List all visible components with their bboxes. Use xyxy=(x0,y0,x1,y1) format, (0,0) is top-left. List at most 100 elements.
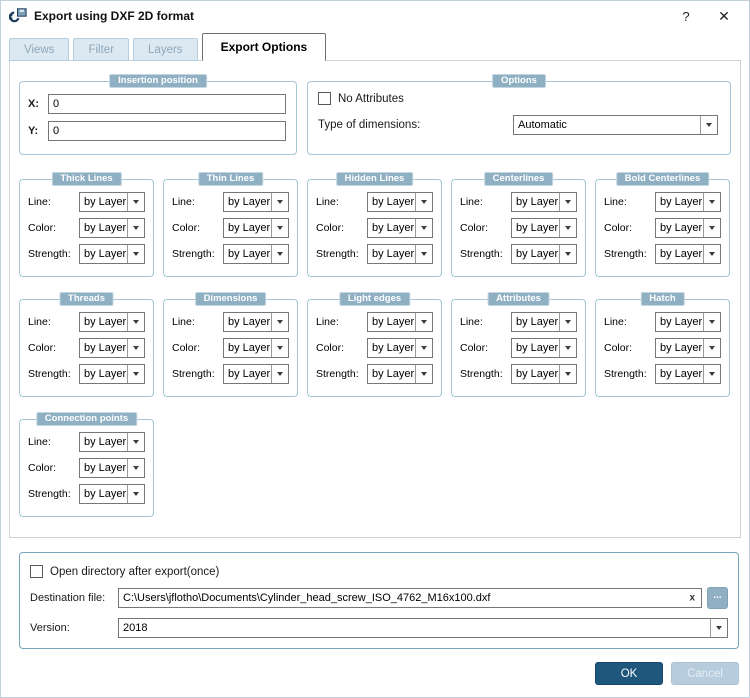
type-of-dimensions-row: Type of dimensions: Automatic xyxy=(318,115,718,135)
dimensions-strength-combo[interactable]: by Layer xyxy=(223,364,289,384)
x-label: X: xyxy=(28,98,39,110)
tab-views[interactable]: Views xyxy=(9,38,70,61)
chevron-down-icon[interactable] xyxy=(415,219,432,237)
chevron-down-icon[interactable] xyxy=(127,459,144,477)
light-edges-strength-combo[interactable]: by Layer xyxy=(367,364,433,384)
chevron-down-icon[interactable] xyxy=(559,339,576,357)
destination-file-input[interactable] xyxy=(118,588,702,608)
chevron-down-icon[interactable] xyxy=(703,219,720,237)
threads-strength-combo[interactable]: by Layer xyxy=(79,364,145,384)
centerlines-strength-combo[interactable]: by Layer xyxy=(511,244,577,264)
chevron-down-icon[interactable] xyxy=(415,193,432,211)
thick-lines-strength-combo[interactable]: by Layer xyxy=(79,244,145,264)
attributes-strength-combo[interactable]: by Layer xyxy=(511,364,577,384)
open-directory-checkbox[interactable] xyxy=(30,565,43,578)
chevron-down-icon[interactable] xyxy=(271,219,288,237)
chevron-down-icon[interactable] xyxy=(703,193,720,211)
attributes-line-combo[interactable]: by Layer xyxy=(511,312,577,332)
chevron-down-icon[interactable] xyxy=(703,245,720,263)
hidden-lines-color-combo[interactable]: by Layer xyxy=(367,218,433,238)
threads-line-combo[interactable]: by Layer xyxy=(79,312,145,332)
field-label: Line: xyxy=(316,316,339,328)
tab-filter[interactable]: Filter xyxy=(73,38,130,61)
browse-button[interactable]: ... xyxy=(707,587,728,609)
connection-points-strength-combo[interactable]: by Layer xyxy=(79,484,145,504)
field-row: Line: by Layer xyxy=(172,192,289,212)
type-of-dimensions-combo[interactable]: Automatic xyxy=(513,115,718,135)
light-edges-color-combo[interactable]: by Layer xyxy=(367,338,433,358)
bold-centerlines-line-combo[interactable]: by Layer xyxy=(655,192,721,212)
chevron-down-icon[interactable] xyxy=(127,339,144,357)
hatch-color-combo[interactable]: by Layer xyxy=(655,338,721,358)
chevron-down-icon[interactable] xyxy=(559,219,576,237)
version-combo[interactable]: 2018 xyxy=(118,618,728,638)
thick-lines-line-combo[interactable]: by Layer xyxy=(79,192,145,212)
clear-icon[interactable]: x xyxy=(689,592,695,604)
cancel-button[interactable]: Cancel xyxy=(671,662,739,685)
chevron-down-icon[interactable] xyxy=(703,313,720,331)
light-edges-line-combo[interactable]: by Layer xyxy=(367,312,433,332)
hatch-strength-combo[interactable]: by Layer xyxy=(655,364,721,384)
thin-lines-strength-combo[interactable]: by Layer xyxy=(223,244,289,264)
combo-value: by Layer xyxy=(372,342,415,354)
help-icon[interactable]: ? xyxy=(682,8,690,24)
bold-centerlines-strength-combo[interactable]: by Layer xyxy=(655,244,721,264)
connection-points-line-combo[interactable]: by Layer xyxy=(79,432,145,452)
y-input[interactable] xyxy=(48,121,286,141)
chevron-down-icon[interactable] xyxy=(559,365,576,383)
field-row: Line: by Layer xyxy=(316,312,433,332)
chevron-down-icon[interactable] xyxy=(127,193,144,211)
centerlines-color-combo[interactable]: by Layer xyxy=(511,218,577,238)
chevron-down-icon[interactable] xyxy=(127,433,144,451)
tab-layers[interactable]: Layers xyxy=(133,38,198,61)
combo-value: by Layer xyxy=(84,196,127,208)
hatch-line-combo[interactable]: by Layer xyxy=(655,312,721,332)
field-label: Strength: xyxy=(28,488,71,500)
no-attributes-checkbox[interactable] xyxy=(318,92,331,105)
tab-export-options[interactable]: Export Options xyxy=(201,33,327,61)
chevron-down-icon[interactable] xyxy=(127,219,144,237)
close-icon[interactable]: ✕ xyxy=(718,7,730,24)
chevron-down-icon[interactable] xyxy=(271,313,288,331)
chevron-down-icon[interactable] xyxy=(559,193,576,211)
dimensions-color-combo[interactable]: by Layer xyxy=(223,338,289,358)
chevron-down-icon[interactable] xyxy=(127,485,144,503)
chevron-down-icon[interactable] xyxy=(271,339,288,357)
threads-color-combo[interactable]: by Layer xyxy=(79,338,145,358)
field-label: Strength: xyxy=(604,248,647,260)
chevron-down-icon[interactable] xyxy=(127,365,144,383)
chevron-down-icon[interactable] xyxy=(415,339,432,357)
hidden-lines-line-combo[interactable]: by Layer xyxy=(367,192,433,212)
chevron-down-icon[interactable] xyxy=(710,619,727,637)
chevron-down-icon[interactable] xyxy=(559,313,576,331)
attributes-color-combo[interactable]: by Layer xyxy=(511,338,577,358)
field-row: Line: by Layer xyxy=(316,192,433,212)
dimensions-line-combo[interactable]: by Layer xyxy=(223,312,289,332)
chevron-down-icon[interactable] xyxy=(271,245,288,263)
combo-value: by Layer xyxy=(84,368,127,380)
thick-lines-color-combo[interactable]: by Layer xyxy=(79,218,145,238)
field-row: Strength: by Layer xyxy=(460,364,577,384)
thin-lines-color-combo[interactable]: by Layer xyxy=(223,218,289,238)
chevron-down-icon[interactable] xyxy=(127,313,144,331)
x-input[interactable] xyxy=(48,94,286,114)
group-hatch: Hatch Line: by Layer Color: by Layer Strength… xyxy=(595,292,730,397)
chevron-down-icon[interactable] xyxy=(700,116,717,134)
chevron-down-icon[interactable] xyxy=(703,365,720,383)
hidden-lines-strength-combo[interactable]: by Layer xyxy=(367,244,433,264)
chevron-down-icon[interactable] xyxy=(271,193,288,211)
chevron-down-icon[interactable] xyxy=(415,365,432,383)
centerlines-line-combo[interactable]: by Layer xyxy=(511,192,577,212)
chevron-down-icon[interactable] xyxy=(415,245,432,263)
connection-points-color-combo[interactable]: by Layer xyxy=(79,458,145,478)
combo-value: by Layer xyxy=(84,488,127,500)
destination-file-row: Destination file: x ... xyxy=(30,587,728,609)
chevron-down-icon[interactable] xyxy=(415,313,432,331)
ok-button[interactable]: OK xyxy=(595,662,663,685)
chevron-down-icon[interactable] xyxy=(559,245,576,263)
chevron-down-icon[interactable] xyxy=(703,339,720,357)
bold-centerlines-color-combo[interactable]: by Layer xyxy=(655,218,721,238)
chevron-down-icon[interactable] xyxy=(127,245,144,263)
thin-lines-line-combo[interactable]: by Layer xyxy=(223,192,289,212)
chevron-down-icon[interactable] xyxy=(271,365,288,383)
